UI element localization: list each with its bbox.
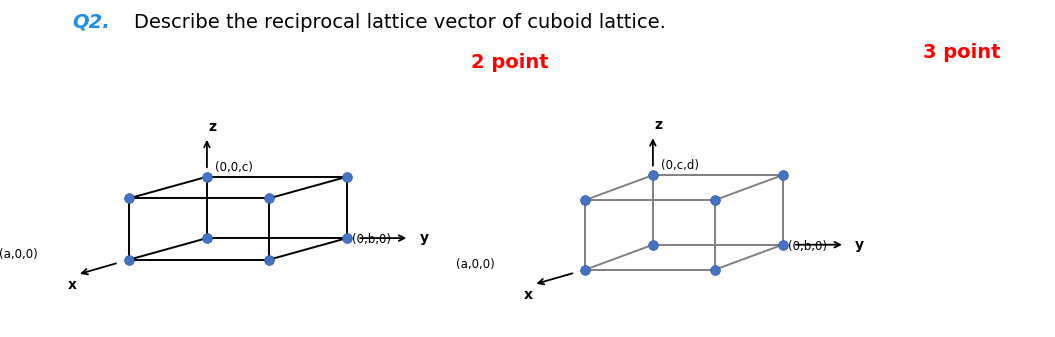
Text: 3 point: 3 point [922, 43, 1000, 62]
Text: (0,c,d): (0,c,d) [661, 159, 699, 173]
Text: Describe the reciprocal lattice vector of cuboid lattice.: Describe the reciprocal lattice vector o… [134, 13, 666, 32]
Text: (0,b,0): (0,b,0) [352, 234, 391, 246]
Text: Q2.: Q2. [72, 13, 110, 32]
Text: 2 point: 2 point [472, 53, 549, 72]
Text: (0,b,0): (0,b,0) [788, 240, 827, 253]
Text: x: x [524, 288, 533, 302]
Text: x: x [68, 278, 77, 292]
Text: z: z [654, 118, 663, 132]
Text: y: y [420, 231, 428, 245]
Text: z: z [208, 120, 216, 134]
Text: (0,0,c): (0,0,c) [215, 161, 253, 174]
Text: y: y [856, 238, 864, 252]
Text: (a,0,0): (a,0,0) [456, 258, 495, 271]
Text: (a,0,0): (a,0,0) [0, 248, 38, 261]
